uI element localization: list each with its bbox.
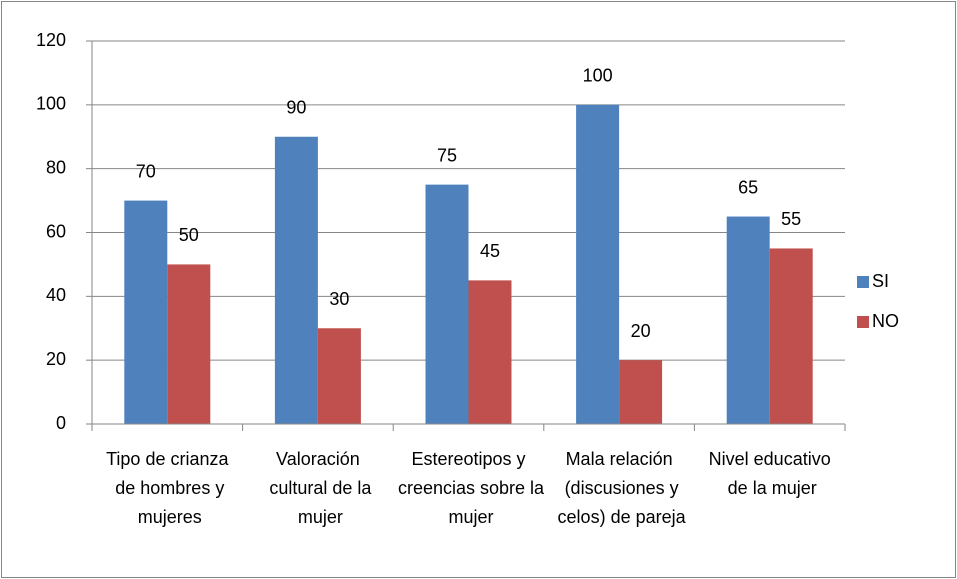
bar [317, 328, 361, 424]
bar [576, 104, 620, 424]
y-tick-label: 60 [46, 221, 66, 241]
y-tick-label: 20 [46, 349, 66, 369]
value-label: 50 [179, 225, 199, 245]
value-label: 45 [480, 241, 500, 261]
legend-swatch [857, 316, 869, 328]
y-tick-label: 120 [36, 30, 66, 50]
x-tick-label: Mala relación (discusiones y celos) de p… [553, 449, 687, 527]
value-label: 65 [738, 177, 758, 197]
value-label: 75 [437, 145, 457, 165]
bar [468, 280, 512, 424]
value-label: 55 [781, 209, 801, 229]
value-label: 30 [329, 289, 349, 309]
bar [425, 184, 469, 424]
value-label: 70 [136, 161, 156, 181]
y-tick-label: 40 [46, 285, 66, 305]
value-label: 100 [583, 66, 613, 86]
legend-label: SI [872, 271, 889, 291]
y-tick-label: 100 [36, 94, 66, 114]
value-label: 90 [286, 98, 306, 118]
bar [769, 248, 813, 424]
x-tick-label: Tipo de crianza de hombres y mujeres [106, 449, 229, 527]
x-tick-label: Valoración cultural de la mujer [264, 449, 372, 527]
y-tick-label: 0 [56, 413, 66, 433]
bar [274, 136, 318, 424]
legend-swatch [857, 276, 869, 288]
value-label: 20 [631, 321, 651, 341]
bar [124, 200, 168, 424]
legend-label: NO [872, 311, 899, 331]
y-tick-label: 80 [46, 157, 66, 177]
x-tick-label: Estereotipos y creencias sobre la mujer [393, 449, 545, 527]
bar [167, 264, 211, 424]
bar [726, 216, 770, 424]
x-tick-label: Nivel educativo de la mujer [709, 449, 831, 498]
bar [619, 360, 663, 424]
